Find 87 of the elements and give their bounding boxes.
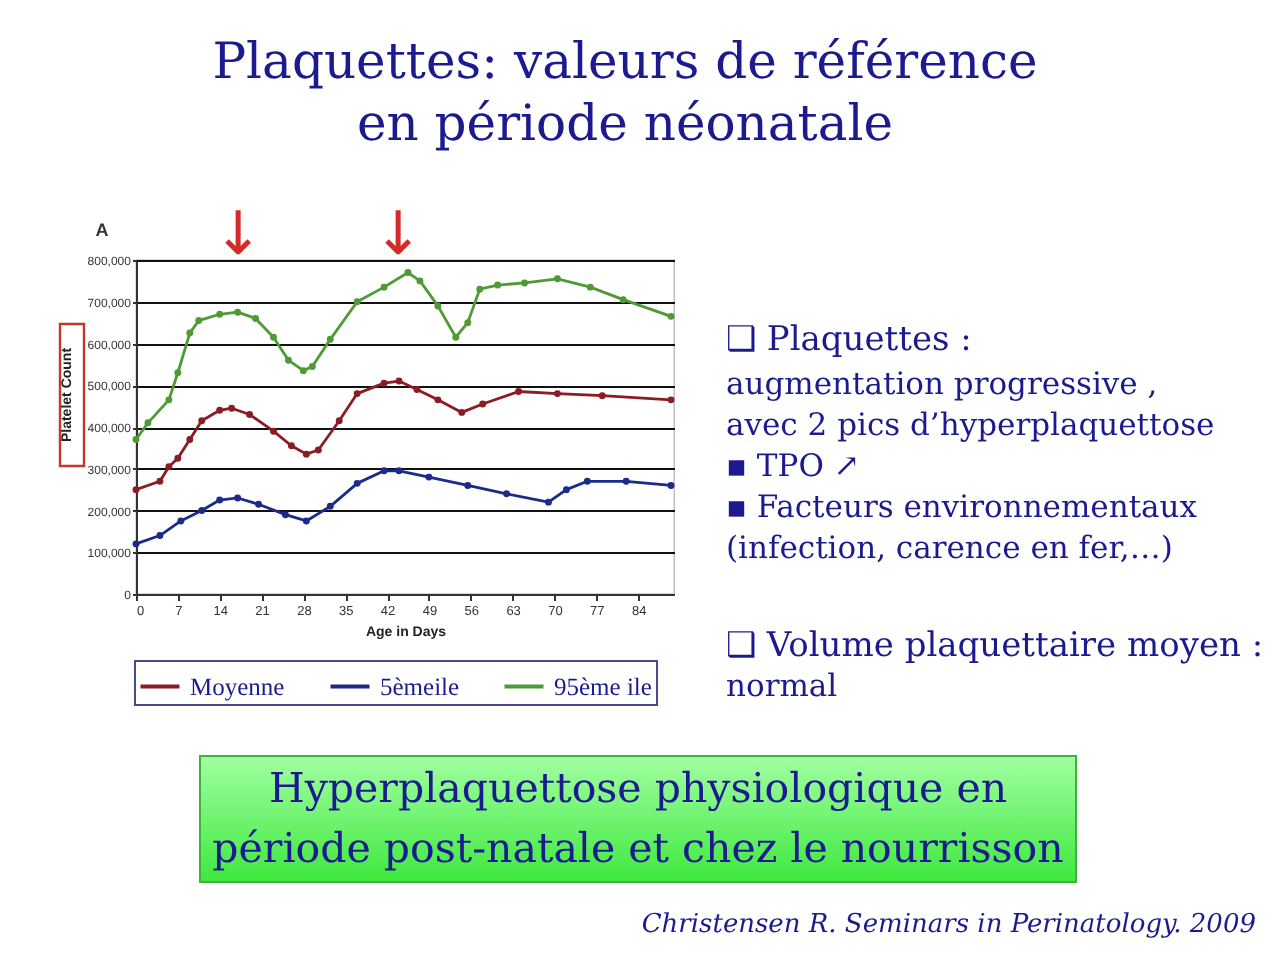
point: [458, 408, 466, 416]
point: [228, 404, 236, 412]
point: [395, 377, 403, 385]
point: [667, 481, 675, 489]
point: [380, 379, 388, 387]
point: [353, 390, 361, 398]
point: [299, 367, 307, 375]
point: [515, 388, 523, 395]
point: [404, 269, 412, 276]
point: [255, 500, 263, 508]
point: [476, 285, 484, 293]
point: [380, 283, 388, 291]
point: [186, 436, 194, 443]
point: [198, 417, 206, 425]
point: [165, 463, 173, 471]
point: [132, 486, 140, 494]
annotation: ↓: [372, 200, 424, 270]
point: [284, 356, 292, 364]
point: [553, 390, 561, 398]
point: [452, 333, 460, 341]
point: [353, 298, 361, 306]
legend-label: 5èmeile: [380, 672, 461, 701]
point: [132, 436, 140, 443]
text: Hyperplaquettose physiologique en période post-natale et chez le nourrisson: [212, 764, 1064, 872]
point: [326, 502, 334, 510]
point: [326, 335, 334, 343]
point: [479, 400, 487, 408]
point: [216, 406, 224, 414]
point: [216, 310, 224, 318]
point: [314, 446, 322, 454]
point: [216, 496, 224, 504]
point: [234, 494, 242, 502]
point: [380, 467, 388, 475]
point: [234, 308, 242, 316]
legend-label: 95ème ile: [554, 672, 653, 701]
point: [246, 411, 254, 418]
point: [335, 417, 343, 425]
point: [622, 477, 630, 485]
point: [667, 312, 675, 320]
point: [434, 302, 442, 310]
text: A: [95, 220, 110, 240]
point: [302, 450, 310, 458]
point: [186, 329, 194, 337]
text: Christensen R. Seminars in Perinatology. 2009: [641, 910, 1256, 940]
point: [553, 275, 561, 283]
point: [174, 454, 182, 462]
point: [494, 281, 502, 289]
point: [198, 507, 206, 514]
point: [353, 479, 361, 487]
point: [503, 490, 511, 498]
annotation: ↓: [212, 200, 264, 270]
point: [156, 477, 164, 485]
text: augmentation progressive , avec 2 pics d’hyperplaquettose ▪ TPO ↗ ▪ Facteurs environnementaux (infection, carence en fer,…): [726, 366, 1215, 566]
point: [308, 363, 316, 370]
point: [156, 532, 164, 540]
point: [416, 277, 424, 285]
point: [174, 369, 182, 377]
point: [434, 396, 442, 404]
text: ❑ Plaquettes :: [726, 320, 972, 360]
point: [252, 314, 260, 322]
point: [395, 467, 403, 475]
point: [287, 442, 295, 450]
point: [521, 279, 529, 287]
point: [302, 517, 310, 525]
point: [177, 517, 185, 525]
point: [165, 396, 173, 404]
text: ❑ Volume plaquettaire moyen :: [726, 626, 1264, 666]
legend-label: Moyenne: [190, 672, 286, 701]
point: [619, 296, 627, 304]
point: [281, 511, 289, 519]
point: [598, 392, 606, 400]
point: [667, 396, 675, 404]
point: [464, 481, 472, 489]
point: [144, 419, 152, 427]
point: [583, 477, 591, 485]
point: [132, 540, 140, 548]
point: [270, 333, 277, 341]
point: [270, 427, 277, 435]
text: normal: [726, 668, 838, 704]
point: [586, 283, 594, 291]
chart-title: Plaquettes: valeurs de référence en période néonatale: [212, 32, 1038, 152]
point: [464, 319, 472, 327]
point: [545, 498, 552, 506]
point: [195, 317, 203, 324]
point: [562, 486, 570, 494]
point: [413, 385, 421, 393]
point: [425, 473, 433, 481]
